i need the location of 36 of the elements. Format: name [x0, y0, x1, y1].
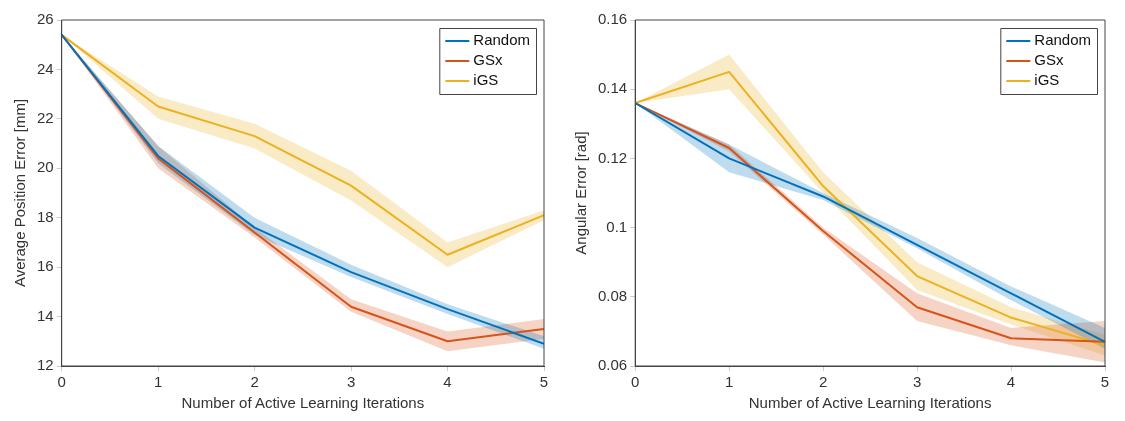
- legend-label: iGS: [473, 71, 499, 89]
- x-axis-title: Number of Active Learning Iterations: [748, 394, 992, 412]
- legend-label: Random: [473, 31, 531, 49]
- x-tick-label: 5: [1100, 373, 1110, 391]
- x-tick-label: 4: [1006, 373, 1016, 391]
- x-tick-label: 2: [250, 373, 259, 391]
- legend-label: Random: [1034, 31, 1092, 49]
- x-tick-label: 4: [443, 373, 452, 391]
- y-axis-title: Average Position Error [mm]: [11, 98, 29, 288]
- x-tick-label: 3: [912, 373, 922, 391]
- y-tick-label: 0.14: [597, 79, 628, 97]
- y-tick-label: 0.08: [597, 286, 628, 304]
- y-tick-label: 20: [37, 158, 54, 176]
- y-tick-label: 18: [37, 207, 54, 225]
- x-tick-label: 1: [724, 373, 734, 391]
- y-tick-label: 12: [37, 356, 54, 374]
- y-tick-label: 0.1: [606, 217, 628, 235]
- legend-label: iGS: [1034, 71, 1060, 89]
- y-tick-label: 0.12: [597, 148, 628, 166]
- x-tick-label: 3: [346, 373, 356, 391]
- legend-label: GSx: [1034, 51, 1064, 69]
- x-tick-label: 2: [818, 373, 828, 391]
- y-tick-label: 22: [37, 109, 54, 126]
- x-axis-title: Number of Active Learning Iterations: [181, 394, 425, 412]
- y-tick-label: 0.06: [597, 356, 628, 374]
- x-tick-label: 1: [153, 373, 163, 391]
- y-tick-label: 26: [37, 10, 54, 28]
- y-tick-label: 16: [37, 257, 54, 275]
- x-tick-label: 5: [539, 373, 549, 391]
- y-tick-label: 14: [37, 306, 54, 324]
- legend-label: GSx: [473, 51, 503, 69]
- x-tick-label: 0: [57, 373, 66, 391]
- y-axis-title: Angular Error [rad]: [572, 131, 590, 255]
- x-tick-label: 0: [631, 373, 640, 391]
- y-tick-label: 24: [37, 59, 54, 77]
- y-tick-label: 0.16: [597, 10, 628, 28]
